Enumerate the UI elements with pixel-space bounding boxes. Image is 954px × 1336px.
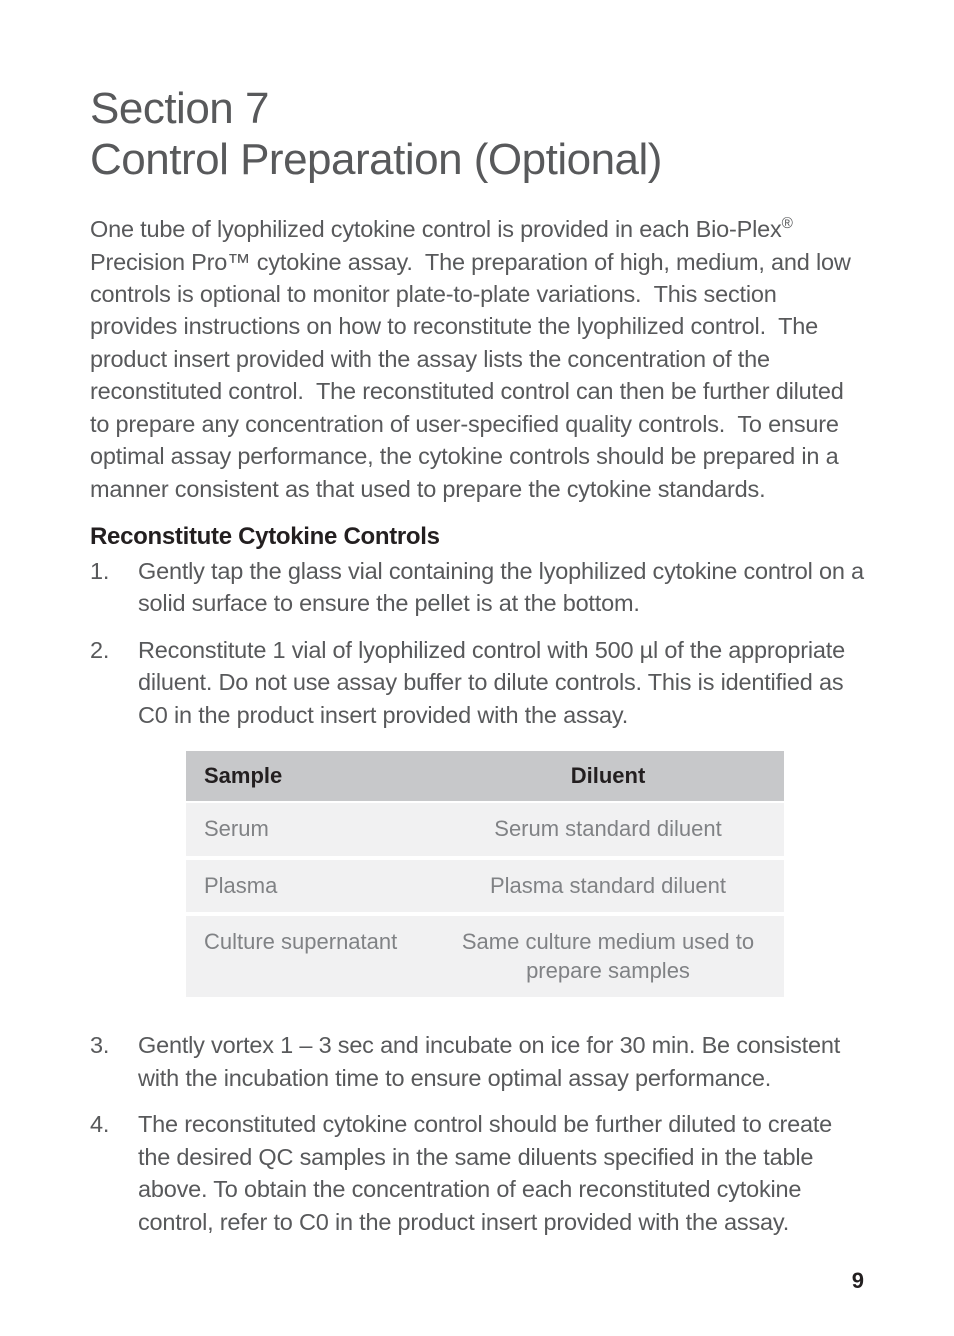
table-header-diluent: Diluent bbox=[432, 751, 784, 802]
table-cell-sample: Plasma bbox=[186, 858, 432, 915]
table-row: Serum Serum standard diluent bbox=[186, 802, 784, 858]
table-cell-diluent: Plasma standard diluent bbox=[432, 858, 784, 915]
table-row: Culture supernatant Same culture medium … bbox=[186, 914, 784, 997]
table-row: Plasma Plasma standard diluent bbox=[186, 858, 784, 915]
step-3: Gently vortex 1 – 3 sec and incubate on … bbox=[90, 1029, 864, 1094]
table-cell-diluent: Same culture medium used to prepare samp… bbox=[432, 914, 784, 997]
section-title-line2: Control Preparation (Optional) bbox=[90, 135, 662, 184]
table-cell-sample: Serum bbox=[186, 802, 432, 858]
step-4: The reconstituted cytokine control shoul… bbox=[90, 1108, 864, 1238]
document-page: Section 7 Control Preparation (Optional)… bbox=[0, 0, 954, 1336]
intro-paragraph: One tube of lyophilized cytokine control… bbox=[90, 213, 864, 505]
registered-mark: ® bbox=[782, 215, 793, 232]
table-cell-sample: Culture supernatant bbox=[186, 914, 432, 997]
diluent-table: Sample Diluent Serum Serum standard dilu… bbox=[186, 751, 784, 997]
step-2: Reconstitute 1 vial of lyophilized contr… bbox=[90, 634, 864, 731]
page-number: 9 bbox=[852, 1268, 864, 1294]
section-title-line1: Section 7 bbox=[90, 84, 269, 133]
step-1: Gently tap the glass vial containing the… bbox=[90, 555, 864, 620]
steps-list-bottom: Gently vortex 1 – 3 sec and incubate on … bbox=[90, 1029, 864, 1238]
table-cell-diluent: Serum standard diluent bbox=[432, 802, 784, 858]
section-title: Section 7 Control Preparation (Optional) bbox=[90, 84, 864, 185]
table-header-row: Sample Diluent bbox=[186, 751, 784, 802]
table-header-sample: Sample bbox=[186, 751, 432, 802]
steps-list-top: Gently tap the glass vial containing the… bbox=[90, 555, 864, 731]
subheading-reconstitute: Reconstitute Cytokine Controls bbox=[90, 523, 864, 551]
